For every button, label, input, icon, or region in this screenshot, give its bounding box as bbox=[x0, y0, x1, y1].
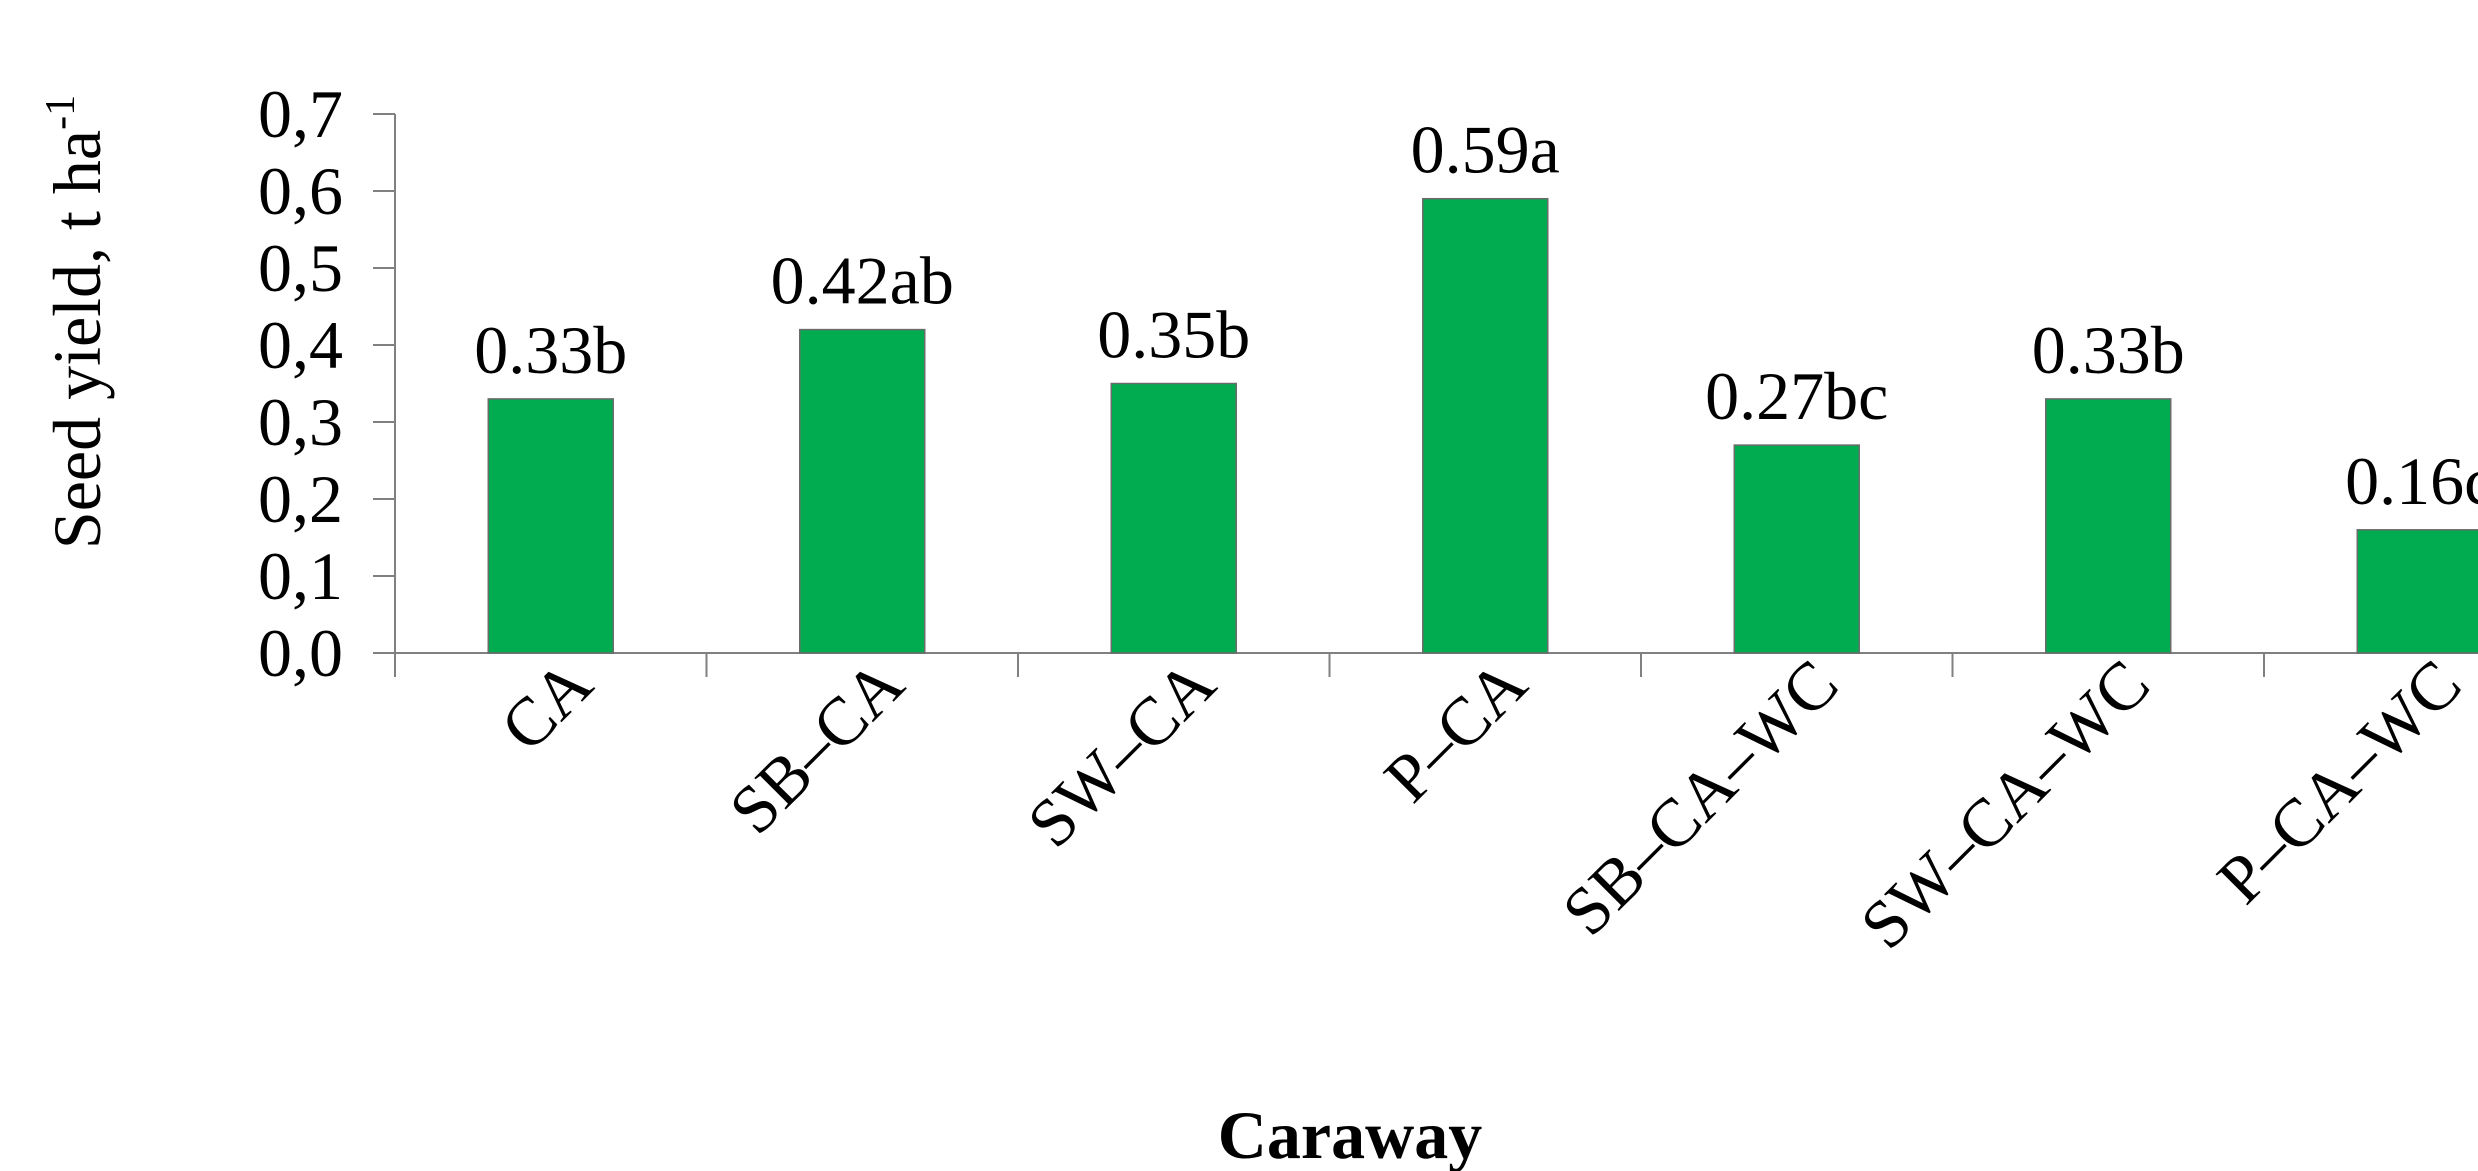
x-tick-label: P–CA bbox=[1370, 645, 1541, 816]
data-label: 0.27bc bbox=[1705, 358, 1888, 434]
bar bbox=[1422, 197, 1549, 654]
bar bbox=[1733, 444, 1860, 654]
y-tick-label: 0,7 bbox=[258, 76, 343, 152]
bar bbox=[2045, 398, 2172, 654]
x-tick-label: SW–CA bbox=[1013, 645, 1230, 862]
y-tick-label: 0,4 bbox=[258, 307, 343, 383]
y-tick-label: 0,3 bbox=[258, 384, 343, 460]
x-tick-label: SB–CA bbox=[714, 645, 917, 848]
data-label: 0.59a bbox=[1411, 112, 1560, 188]
y-axis-label-superscript: -1 bbox=[38, 95, 84, 130]
bar bbox=[799, 328, 926, 654]
y-tick-label: 0,2 bbox=[258, 461, 343, 537]
bars bbox=[487, 197, 2478, 654]
x-tick-label: CA bbox=[486, 645, 607, 766]
x-axis-label: Caraway bbox=[1218, 1097, 1482, 1171]
data-label: 0.42ab bbox=[771, 243, 954, 319]
bar bbox=[1110, 382, 1237, 654]
y-tick-label: 0,5 bbox=[258, 230, 343, 306]
data-label: 0.35b bbox=[1097, 297, 1250, 373]
y-tick-label: 0,1 bbox=[258, 538, 343, 614]
x-axis bbox=[394, 652, 2478, 677]
data-label: 0.33b bbox=[474, 312, 627, 388]
x-tick-label: P–CA–WC bbox=[2203, 645, 2476, 918]
data-labels: 0.33b 0.42ab 0.35b 0.59a 0.27bc 0.33b 0.16c bbox=[474, 112, 2478, 519]
x-tick-label: SB–CA–WC bbox=[1547, 645, 1852, 950]
bar bbox=[487, 398, 614, 654]
data-label: 0.33b bbox=[2032, 312, 2185, 388]
y-axis: 0,00,10,20,30,40,50,60,7 bbox=[258, 76, 396, 691]
y-axis-label: Seed yield, t ha-1 bbox=[38, 95, 115, 549]
y-axis-label-text: Seed yield, t ha bbox=[39, 130, 115, 549]
y-tick-label: 0,0 bbox=[258, 615, 343, 691]
data-label: 0.16c bbox=[2345, 443, 2478, 519]
x-tick-label: SW–CA–WC bbox=[1846, 645, 2164, 963]
y-tick-label: 0,6 bbox=[258, 153, 343, 229]
bar bbox=[2356, 529, 2478, 654]
